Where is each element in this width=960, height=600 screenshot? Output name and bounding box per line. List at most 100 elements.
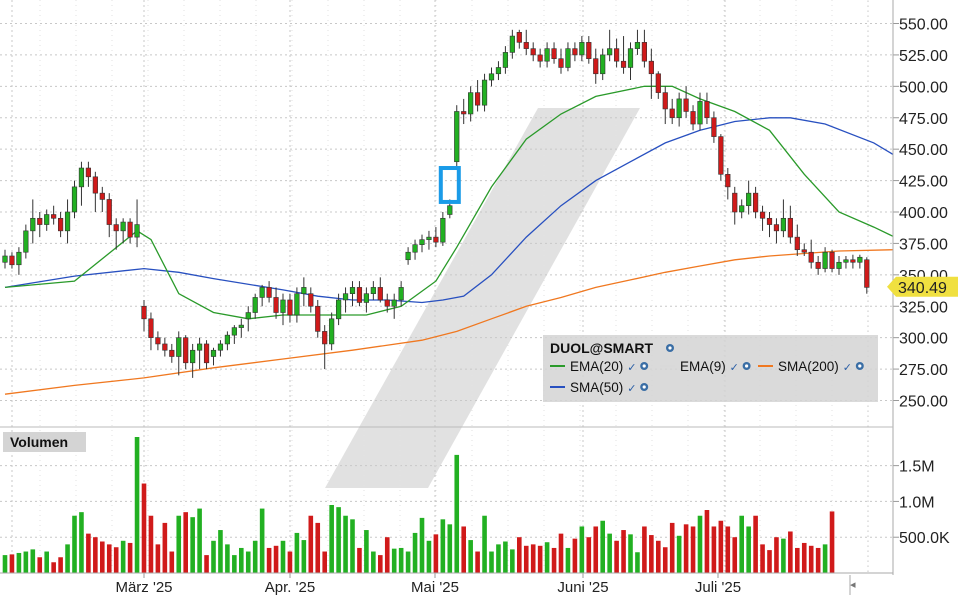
volume-bar — [558, 533, 564, 573]
price-tick-label: 425.00 — [899, 174, 948, 191]
volume-bar — [266, 547, 272, 573]
volume-bar — [482, 515, 487, 573]
legend-title-toggle-icon[interactable] — [666, 344, 674, 352]
volume-bar — [468, 540, 473, 573]
legend-item-ema9[interactable]: EMA(9) ✓ — [660, 359, 751, 374]
candle-body — [836, 261, 842, 269]
volume-bar — [58, 557, 63, 573]
volume-bar — [287, 551, 293, 573]
legend-check-icon[interactable]: ✓ — [843, 361, 852, 374]
volume-bar — [2, 555, 8, 573]
candle-body — [690, 111, 696, 125]
volume-bar — [308, 515, 314, 573]
candle-body — [384, 299, 390, 307]
volume-bar — [544, 542, 550, 573]
candle-body — [725, 174, 731, 188]
volume-bar — [815, 547, 821, 573]
volume-bar — [343, 515, 348, 573]
price-tick-label: 300.00 — [899, 331, 948, 348]
legend-item-sma50[interactable]: SMA(50) ✓ — [550, 380, 649, 395]
candle-body — [530, 48, 536, 56]
candle-body — [829, 251, 835, 269]
volume-bar — [127, 542, 133, 573]
volume-bar — [711, 526, 717, 573]
candle-body — [752, 192, 759, 213]
volume-bar — [579, 526, 585, 573]
candle-body — [252, 297, 258, 313]
volume-bar — [635, 552, 640, 573]
volume-bar — [148, 515, 154, 573]
candle-body — [558, 58, 564, 68]
candle-body — [426, 236, 432, 240]
volume-bar — [225, 544, 230, 573]
sma200-line — [4, 249, 893, 395]
volume-bar — [725, 526, 731, 573]
scroll-right-icon[interactable]: ◂ — [850, 578, 856, 591]
volume-bar — [503, 541, 508, 573]
price-tick-label: 475.00 — [899, 111, 948, 128]
indicator-lines — [4, 85, 893, 395]
volume-tick-label: 1.5M — [899, 459, 935, 476]
volume-bar — [600, 520, 605, 573]
volume-bar — [788, 531, 793, 573]
candle-body — [759, 211, 766, 219]
volume-bar — [252, 540, 258, 573]
volume-bar — [697, 515, 703, 573]
candle-body — [495, 67, 502, 75]
volume-bar — [489, 551, 494, 573]
price-tick-label: 550.00 — [899, 17, 948, 34]
legend-item-ema20[interactable]: EMA(20) ✓ — [550, 359, 649, 374]
volume-bar — [183, 512, 188, 573]
volume-bar — [551, 547, 557, 573]
volume-bar — [419, 517, 425, 573]
volume-bar — [829, 511, 835, 573]
candle-body — [134, 224, 140, 238]
candle-body — [732, 192, 738, 213]
candle-body — [92, 176, 98, 194]
volume-bar — [44, 551, 49, 573]
volume-tick-label: 500.0K — [899, 530, 950, 547]
candle-body — [349, 287, 356, 294]
candle-body — [259, 287, 265, 298]
volume-bar — [204, 555, 209, 573]
candle-body — [474, 92, 481, 106]
legend-check-icon[interactable]: ✓ — [730, 361, 739, 374]
volume-bar — [239, 547, 244, 573]
candle-body — [9, 255, 15, 266]
candle-body — [488, 73, 495, 81]
volume-bar — [732, 537, 738, 573]
price-tick-label: 525.00 — [899, 48, 948, 65]
price-tick-label: 275.00 — [899, 362, 948, 379]
price-tick-label: 325.00 — [899, 299, 948, 316]
candle-body — [155, 337, 161, 345]
volume-bar — [746, 526, 751, 573]
candle-body — [99, 192, 105, 200]
candle-body — [627, 48, 634, 68]
legend-item-sma200[interactable]: SMA(200) ✓ — [758, 359, 864, 374]
volume-bar — [669, 522, 675, 573]
candle-body — [162, 343, 168, 351]
volume-bar — [280, 540, 286, 573]
candle-body — [634, 42, 641, 49]
ema20-line — [4, 85, 893, 320]
candle-body — [857, 256, 863, 263]
candle-body — [280, 299, 286, 313]
legend-check-icon[interactable]: ✓ — [627, 361, 636, 374]
volume-bar — [301, 540, 307, 573]
volume-bar — [322, 551, 327, 573]
candle-body — [780, 217, 786, 232]
candle-body — [711, 117, 717, 137]
volume-bar — [162, 522, 168, 573]
volume-bar — [384, 537, 390, 573]
candle-body — [551, 48, 557, 59]
highlight-box — [438, 166, 461, 204]
candle-body — [669, 108, 675, 119]
candle-body — [370, 287, 376, 294]
volume-bar — [232, 555, 237, 573]
volume-bar — [273, 545, 279, 573]
volume-bar — [391, 548, 397, 573]
volume-bar — [197, 508, 202, 573]
legend-check-icon[interactable]: ✓ — [627, 382, 636, 395]
volume-bar — [454, 454, 460, 573]
candle-body — [169, 349, 175, 357]
